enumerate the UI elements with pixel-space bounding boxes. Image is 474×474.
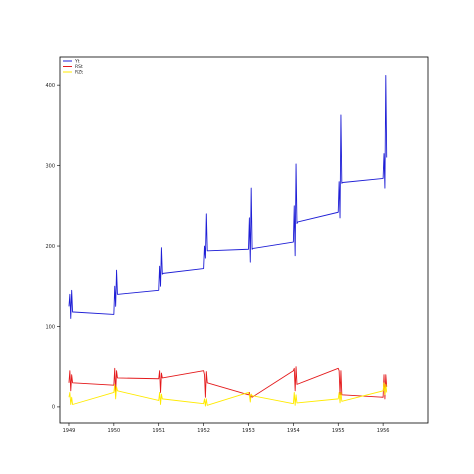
x-tick-label: 1953	[242, 428, 255, 434]
axis-layer: 1949 1950 1951 1952 1953 1954 1955 1956 0 100 200 3…	[45, 83, 389, 434]
y-tick-label: 0	[52, 405, 55, 411]
y-tick-label: 300	[45, 163, 55, 169]
y-tick-label: 400	[45, 83, 55, 89]
series-layer	[68, 75, 388, 407]
x-tick-label: 1955	[332, 428, 345, 434]
x-tick-label: 1956	[377, 428, 390, 434]
legend-label-rst: RSt	[75, 64, 83, 70]
series-line-yt	[68, 75, 388, 319]
y-tick-label: 200	[45, 244, 55, 250]
x-tick-label: 1952	[197, 428, 210, 434]
y-tick-label: 100	[45, 324, 55, 330]
series-line-rst	[68, 366, 388, 400]
x-tick-label: 1951	[152, 428, 165, 434]
x-tick-label: 1954	[287, 428, 300, 434]
x-tick-label: 1949	[63, 428, 76, 434]
plot-area	[59, 56, 429, 424]
legend-label-yt: Yt	[74, 59, 80, 65]
legend-label-rzt: RZt	[75, 70, 83, 76]
x-tick-label: 1950	[107, 428, 120, 434]
series-line-rzt	[68, 382, 388, 407]
